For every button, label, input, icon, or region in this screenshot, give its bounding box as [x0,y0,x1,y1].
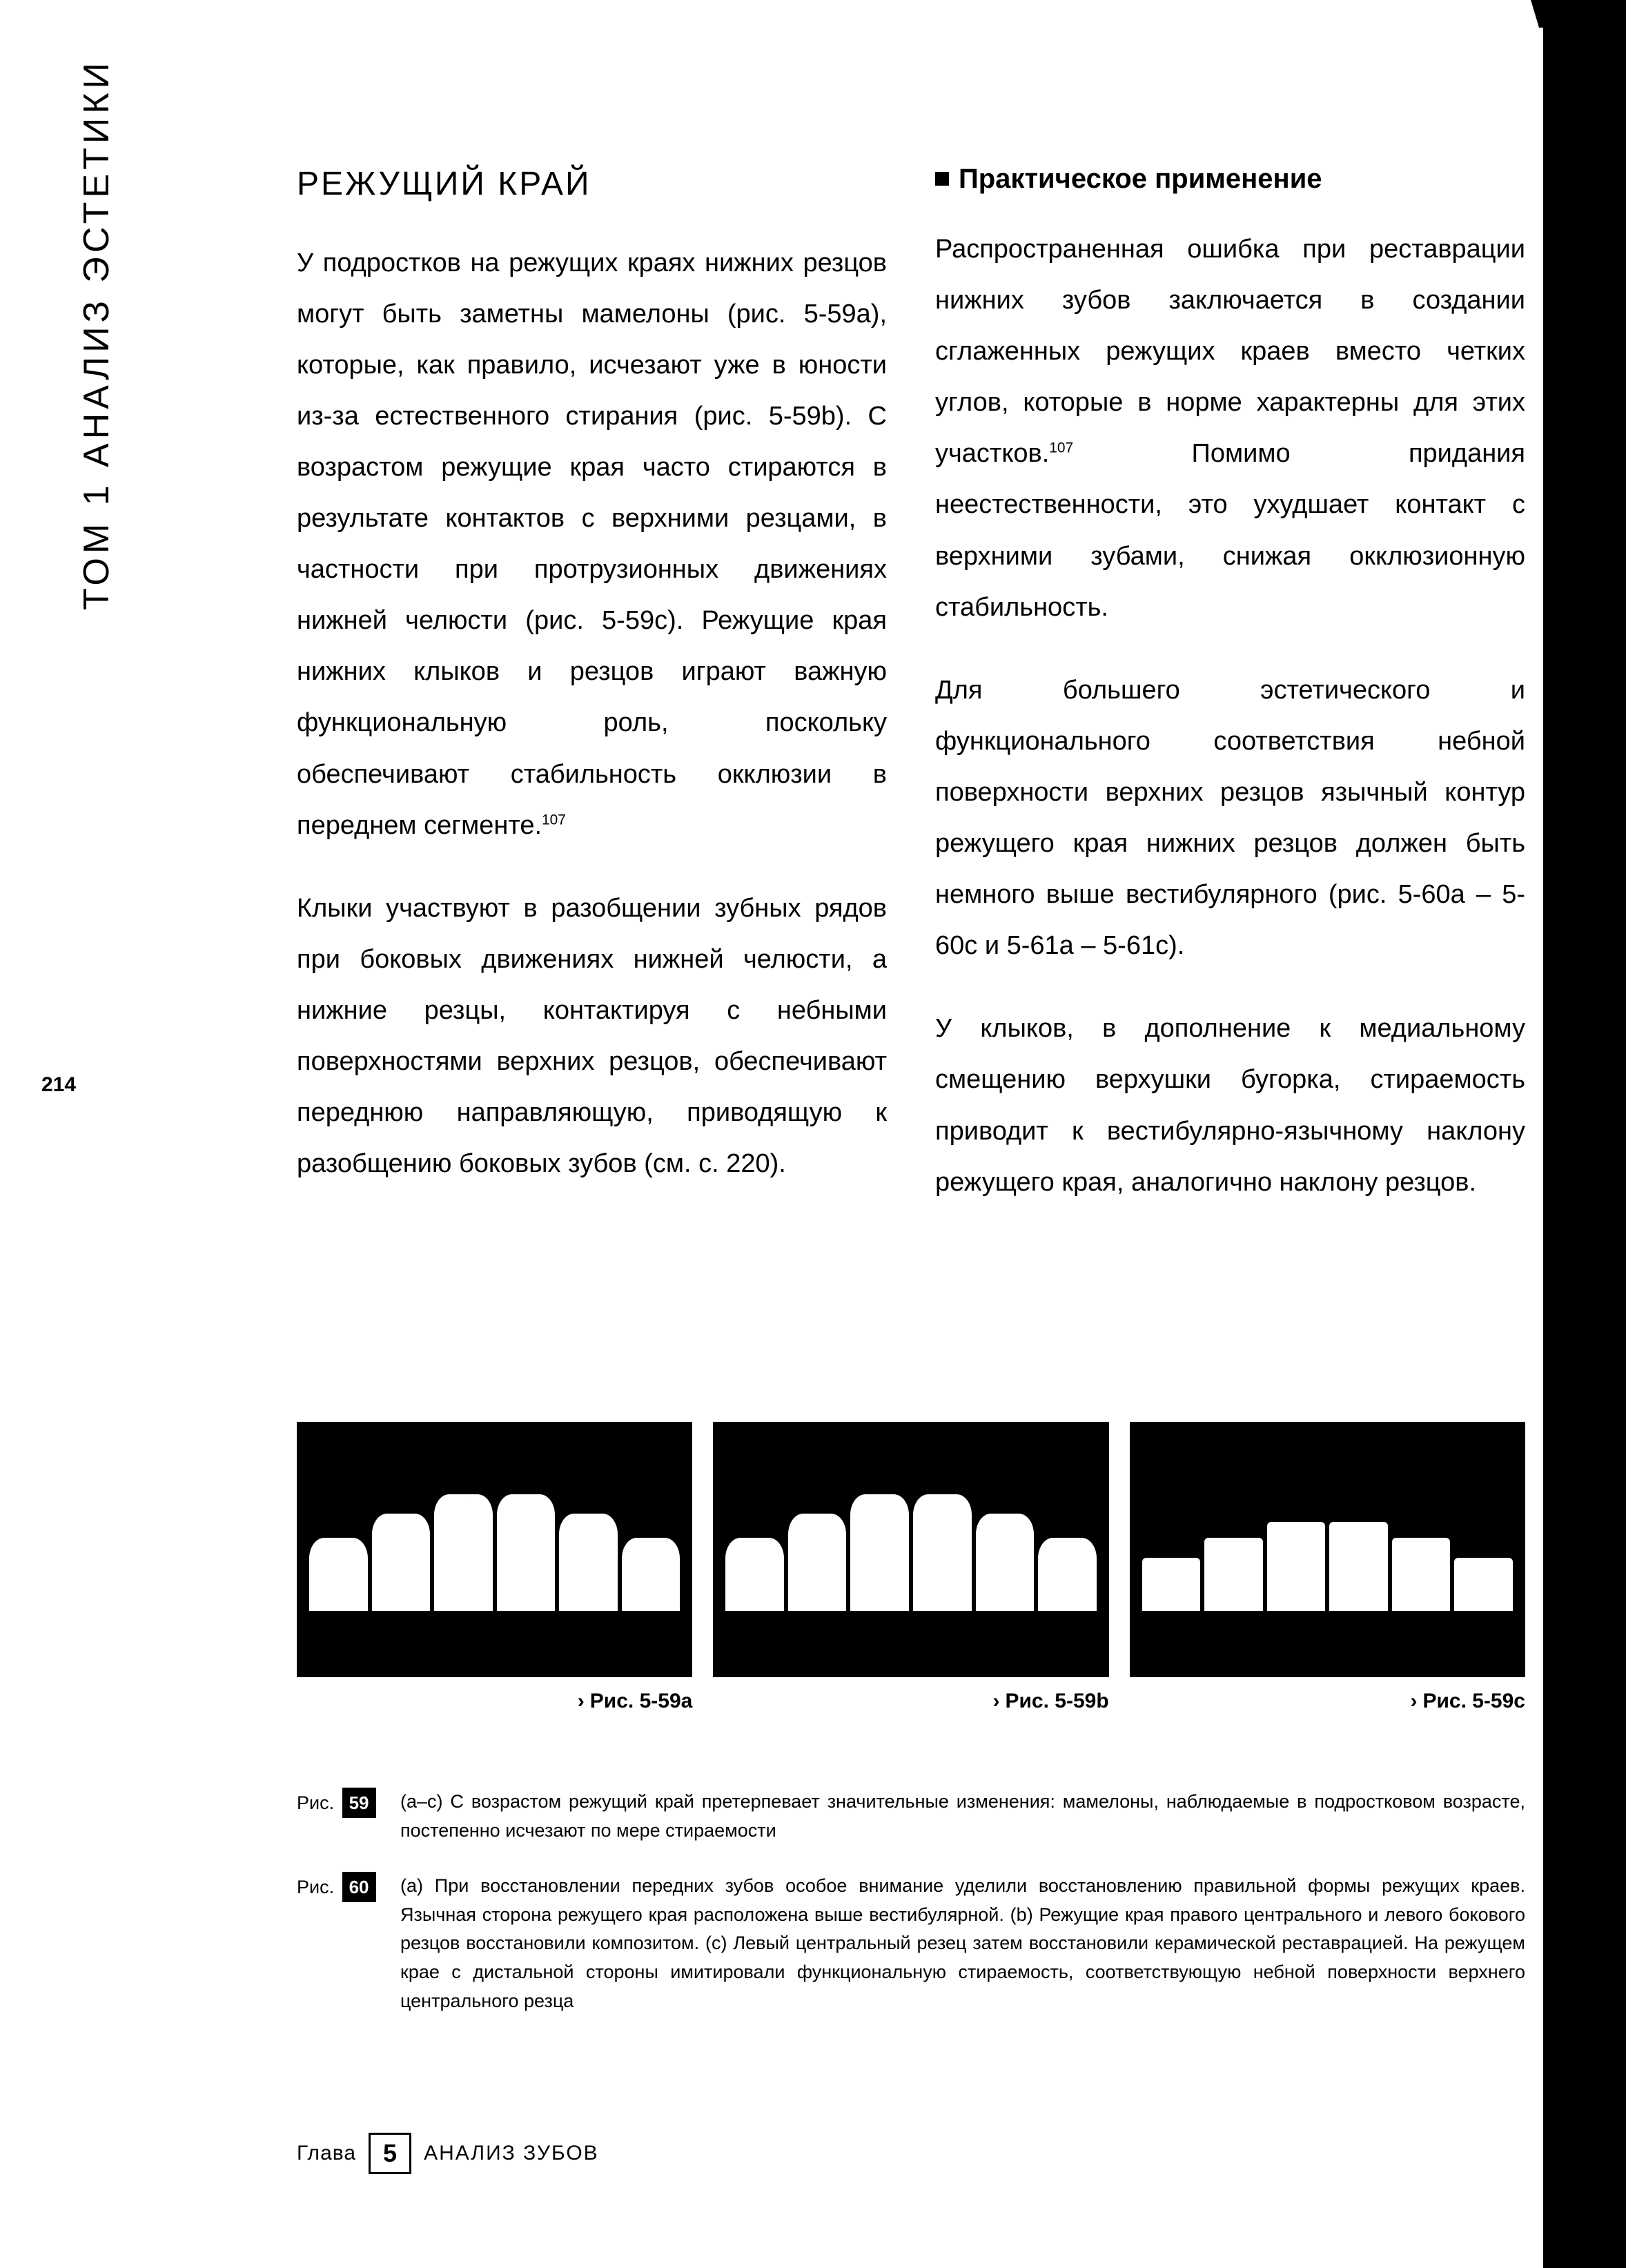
figure-caption: ›Рис. 5-59a [297,1690,692,1713]
caption-number-box: 60 [342,1872,376,1902]
section-heading: РЕЖУЩИЙ КРАЙ [297,152,887,217]
caption-block: Рис. 59(a–c) С возрастом режущий край пр… [297,1788,1525,1846]
caption-number-box: 59 [342,1788,376,1818]
caption-text: (a) При восстановлении передних зубов ос… [400,1872,1525,2016]
chapter-label: Глава [297,2142,356,2165]
subheading-text: Практическое применение [959,152,1322,206]
body-paragraph: У подростков на режущих краях нижних рез… [297,237,887,851]
citation-ref: 107 [542,812,566,828]
body-paragraph: Клыки участвуют в разобщении зубных рядо… [297,883,887,1190]
subheading: Практическое применение [935,152,1525,206]
caption-block: Рис. 60(a) При восстановлении передних з… [297,1872,1525,2016]
caption-label: Рис. 60 [297,1872,400,2016]
figure-caption-text: Рис. 5-59b [1005,1690,1108,1712]
scan-edge-decoration [1543,0,1626,2268]
body-paragraph: Для большего эстетического и функциональ… [935,665,1525,972]
main-content: РЕЖУЩИЙ КРАЙ У подростков на режущих кра… [297,152,1525,1240]
body-paragraph: У клыков, в дополнение к медиальному сме… [935,1003,1525,1207]
volume-side-label: ТОМ 1 АНАЛИЗ ЭСТЕТИКИ [76,41,117,628]
figure-row: ›Рис. 5-59a›Рис. 5-59b›Рис. 5-59c [297,1422,1525,1713]
chapter-number: 5 [369,2133,411,2174]
figure-caption: › Рис. 5-59b [713,1690,1108,1713]
bullet-icon [935,172,949,186]
figure: ›Рис. 5-59c [1130,1422,1525,1713]
paragraph-text: У подростков на режущих краях нижних рез… [297,248,887,840]
figure: › Рис. 5-59b [713,1422,1108,1713]
figure-caption: ›Рис. 5-59c [1130,1690,1525,1713]
figure: ›Рис. 5-59a [297,1422,692,1713]
figure-image [297,1422,692,1677]
chapter-title: АНАЛИЗ ЗУБОВ [424,2142,599,2165]
figure-image [713,1422,1108,1677]
chapter-footer: Глава 5 АНАЛИЗ ЗУБОВ [297,2133,599,2174]
left-column: РЕЖУЩИЙ КРАЙ У подростков на режущих кра… [297,152,887,1240]
caption-label: Рис. 59 [297,1788,400,1846]
page: ТОМ 1 АНАЛИЗ ЭСТЕТИКИ 214 РЕЖУЩИЙ КРАЙ У… [0,0,1626,2268]
page-number: 214 [41,1073,76,1097]
right-column: Практическое применение Распространенная… [935,152,1525,1240]
paragraph-text: Распространенная ошибка при реставрации … [935,235,1525,622]
figure-captions: Рис. 59(a–c) С возрастом режущий край пр… [297,1788,1525,2042]
chevron-icon: › [578,1690,585,1712]
caption-text: (a–c) С возрастом режущий край претерпев… [400,1788,1525,1846]
chevron-icon: › [1410,1690,1417,1712]
figure-caption-text: Рис. 5-59c [1422,1690,1525,1712]
chevron-icon: › [992,1690,999,1712]
figure-image [1130,1422,1525,1677]
figure-caption-text: Рис. 5-59a [590,1690,693,1712]
citation-ref: 107 [1049,440,1073,456]
body-paragraph: Распространенная ошибка при реставрации … [935,224,1525,633]
